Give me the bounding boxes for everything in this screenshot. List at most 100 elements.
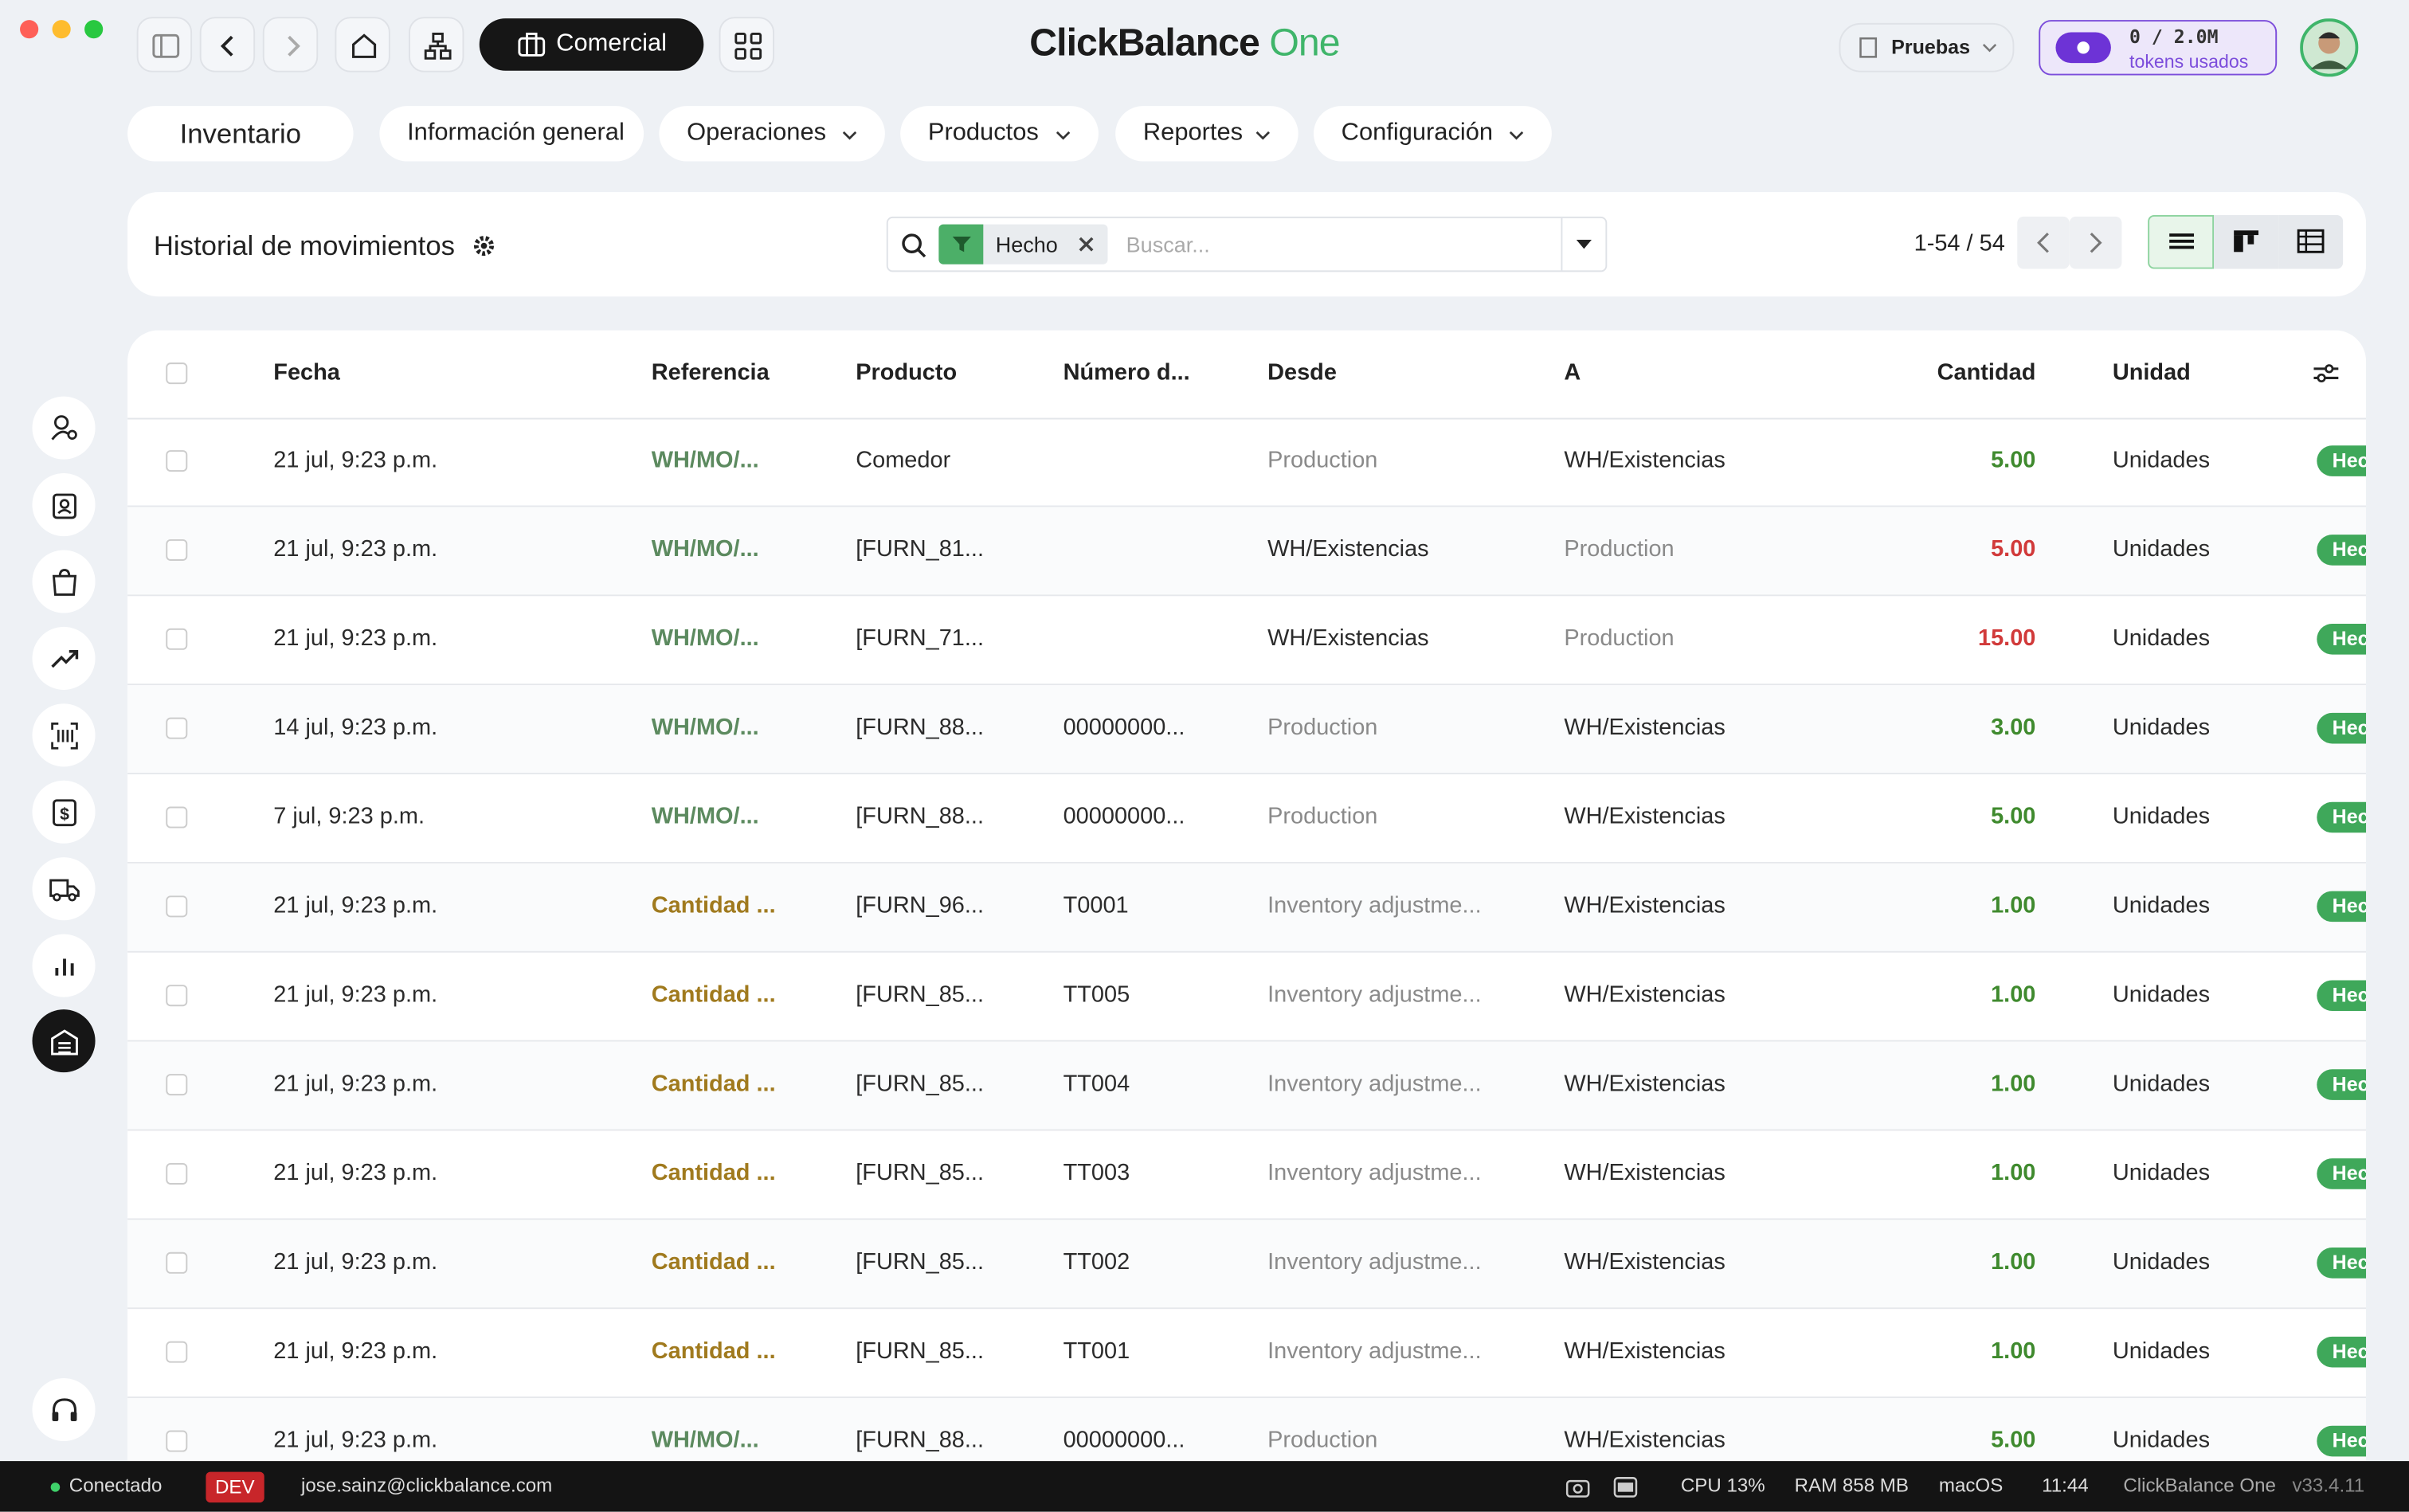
cell-referencia[interactable]: Cantidad ... — [651, 1248, 776, 1275]
support-button[interactable] — [32, 1377, 96, 1442]
cell-a: WH/Existencias — [1564, 447, 1725, 474]
cell-producto: [FURN_88... — [856, 1427, 984, 1454]
cell-numero: TT002 — [1063, 1248, 1130, 1275]
cell-a: WH/Existencias — [1564, 892, 1725, 919]
row-checkbox[interactable] — [166, 539, 188, 561]
sidebar-item[interactable] — [32, 703, 96, 767]
window-icon[interactable] — [1613, 1476, 1638, 1498]
back-button[interactable] — [199, 17, 256, 72]
home-button[interactable] — [335, 17, 390, 72]
column-header[interactable]: Número d... — [1063, 359, 1190, 386]
cell-producto: [FURN_88... — [856, 714, 984, 741]
cell-referencia[interactable]: WH/MO/... — [651, 803, 759, 830]
menu-tab[interactable]: Configuración — [1313, 106, 1552, 162]
row-divider — [127, 1396, 2367, 1399]
cell-referencia[interactable]: Cantidad ... — [651, 1160, 776, 1186]
screenshot-icon[interactable] — [1565, 1476, 1590, 1498]
row-checkbox[interactable] — [166, 895, 188, 918]
column-header[interactable]: Producto — [856, 359, 958, 386]
row-divider — [127, 950, 2367, 953]
cell-fecha: 21 jul, 9:23 p.m. — [273, 1427, 438, 1454]
brand-name: ClickBalance — [1029, 22, 1260, 65]
module-tab[interactable]: Inventario — [127, 106, 354, 162]
status-badge: Hecho — [2317, 980, 2367, 1012]
row-checkbox[interactable] — [166, 450, 188, 472]
cell-referencia[interactable]: Cantidad ... — [651, 1338, 776, 1365]
prev-page[interactable] — [2017, 216, 2070, 269]
cell-unidad: Unidades — [2112, 892, 2211, 919]
column-toggle[interactable] — [2313, 362, 2340, 384]
menu-tab[interactable]: Información general — [379, 106, 644, 162]
forward-button[interactable] — [262, 17, 319, 72]
sidebar-item[interactable] — [32, 626, 96, 690]
cell-fecha: 21 jul, 9:23 p.m. — [273, 1338, 438, 1365]
row-checkbox[interactable] — [166, 806, 188, 828]
search-placeholder: Buscar... — [1126, 232, 1210, 257]
cell-referencia[interactable]: WH/MO/... — [651, 447, 759, 474]
row-checkbox[interactable] — [166, 985, 188, 1007]
tokens-label: tokens usados — [2129, 50, 2249, 72]
menu-tab[interactable]: Reportes — [1115, 106, 1299, 162]
column-header[interactable]: Referencia — [651, 359, 770, 386]
user-avatar[interactable] — [2300, 18, 2359, 77]
pivot-view[interactable] — [2278, 215, 2344, 269]
settings-gear[interactable] — [473, 235, 495, 257]
cell-a: Production — [1564, 536, 1675, 562]
cell-a: WH/Existencias — [1564, 1427, 1725, 1454]
status-badge: Hecho — [2317, 624, 2367, 655]
company-selector[interactable]: Pruebas — [1839, 22, 2015, 72]
connection-status: Conectado — [69, 1475, 163, 1497]
cell-unidad: Unidades — [2112, 714, 2211, 741]
kanban-view[interactable] — [2214, 215, 2279, 269]
menu-tab[interactable]: Productos — [900, 106, 1099, 162]
sidebar-item-active[interactable] — [32, 1009, 96, 1073]
row-checkbox[interactable] — [166, 1162, 188, 1185]
row-checkbox[interactable] — [166, 1341, 188, 1363]
sidebar-item[interactable] — [32, 396, 96, 460]
tokens-box[interactable]: 0 / 2.0M tokens usados — [2039, 20, 2278, 76]
cell-a: WH/Existencias — [1564, 981, 1725, 1009]
row-checkbox[interactable] — [166, 1430, 188, 1452]
apps-grid[interactable] — [719, 17, 775, 72]
sidebar-item[interactable] — [32, 550, 96, 613]
cell-numero: 00000000... — [1063, 803, 1185, 830]
cell-unidad: Unidades — [2112, 447, 2211, 474]
cell-desde: WH/Existencias — [1267, 625, 1429, 652]
org-button[interactable] — [409, 17, 464, 72]
cell-unidad: Unidades — [2112, 536, 2211, 562]
row-checkbox[interactable] — [166, 717, 188, 739]
row-checkbox[interactable] — [166, 1252, 188, 1274]
clock: 11:44 — [2042, 1475, 2089, 1497]
list-view[interactable] — [2148, 215, 2215, 269]
column-header[interactable]: Desde — [1267, 359, 1337, 386]
row-divider — [127, 684, 2367, 686]
sidebar-item[interactable] — [32, 934, 96, 997]
column-header[interactable]: Cantidad — [1937, 359, 2036, 386]
cell-referencia[interactable]: Cantidad ... — [651, 892, 776, 919]
cell-referencia[interactable]: WH/MO/... — [651, 714, 759, 741]
cell-referencia[interactable]: Cantidad ... — [651, 981, 776, 1009]
cell-referencia[interactable]: Cantidad ... — [651, 1071, 776, 1098]
cell-cantidad: 1.00 — [1991, 1160, 2036, 1186]
filter-chip[interactable]: Hecho — [938, 224, 1108, 264]
sidebar-item[interactable]: $ — [32, 780, 96, 844]
app-switcher[interactable]: Comercial — [479, 18, 704, 71]
menu-tab[interactable]: Operaciones — [659, 106, 885, 162]
column-header[interactable]: Fecha — [273, 359, 340, 386]
next-page[interactable] — [2069, 216, 2122, 269]
brand: ClickBalance One — [922, 22, 1447, 66]
status-badge: Hecho — [2317, 712, 2367, 744]
sidebar-item[interactable] — [32, 857, 96, 921]
row-checkbox[interactable] — [166, 628, 188, 650]
cell-referencia[interactable]: WH/MO/... — [651, 625, 759, 652]
row-checkbox[interactable] — [166, 362, 188, 385]
sidebar-item[interactable] — [32, 473, 96, 537]
sidebar-toggle[interactable] — [136, 17, 193, 72]
column-header[interactable]: A — [1564, 359, 1581, 386]
cell-referencia[interactable]: WH/MO/... — [651, 1427, 759, 1454]
column-header[interactable]: Unidad — [2112, 359, 2191, 386]
connection-dot — [50, 1483, 61, 1492]
search-box[interactable]: Hecho Buscar... — [886, 216, 1608, 272]
cell-referencia[interactable]: WH/MO/... — [651, 536, 759, 562]
row-checkbox[interactable] — [166, 1074, 188, 1096]
